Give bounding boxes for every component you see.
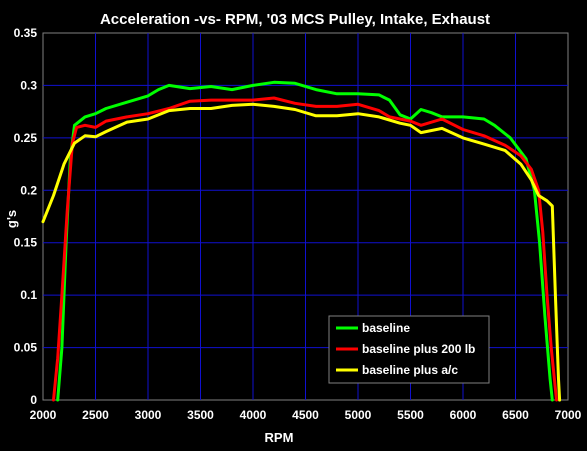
y-tick-label: 0.3 bbox=[20, 78, 37, 92]
series-line bbox=[41, 102, 562, 402]
series-line bbox=[52, 96, 558, 402]
legend-label: baseline plus a/c bbox=[362, 363, 458, 377]
y-tick-label: 0 bbox=[30, 393, 37, 407]
x-tick-label: 7000 bbox=[555, 408, 582, 422]
x-tick-label: 6000 bbox=[450, 408, 477, 422]
x-axis-ticks: 2000 2500 3000 3500 4000 4500 5000 5500 6000 6500… bbox=[30, 408, 582, 422]
x-tick-label: 5500 bbox=[397, 408, 424, 422]
x-tick-label: 5000 bbox=[345, 408, 372, 422]
series-lines bbox=[41, 80, 562, 402]
y-tick-label: 0.1 bbox=[20, 288, 37, 302]
y-tick-label: 0.2 bbox=[20, 183, 37, 197]
x-tick-label: 2500 bbox=[82, 408, 109, 422]
x-tick-label: 4500 bbox=[292, 408, 319, 422]
x-tick-label: 4000 bbox=[240, 408, 267, 422]
x-tick-label: 2000 bbox=[30, 408, 57, 422]
y-tick-label: 0.15 bbox=[14, 236, 38, 250]
y-tick-label: 0.05 bbox=[14, 341, 38, 355]
legend-label: baseline plus 200 lb bbox=[362, 342, 475, 356]
series-line bbox=[56, 80, 554, 402]
y-tick-label: 0.25 bbox=[14, 131, 38, 145]
y-axis-label: g's bbox=[4, 210, 19, 228]
chart-title: Acceleration -vs- RPM, '03 MCS Pulley, I… bbox=[100, 11, 490, 28]
x-tick-label: 6500 bbox=[502, 408, 529, 422]
x-axis-label: RPM bbox=[265, 430, 294, 445]
legend-label: baseline bbox=[362, 321, 410, 335]
y-axis-ticks: 0 0.05 0.1 0.15 0.2 0.25 0.3 0.35 bbox=[14, 26, 38, 407]
x-tick-label: 3000 bbox=[135, 408, 162, 422]
y-tick-label: 0.35 bbox=[14, 26, 38, 40]
x-tick-label: 3500 bbox=[187, 408, 214, 422]
legend: baseline baseline plus 200 lb baseline plu… bbox=[328, 315, 490, 384]
